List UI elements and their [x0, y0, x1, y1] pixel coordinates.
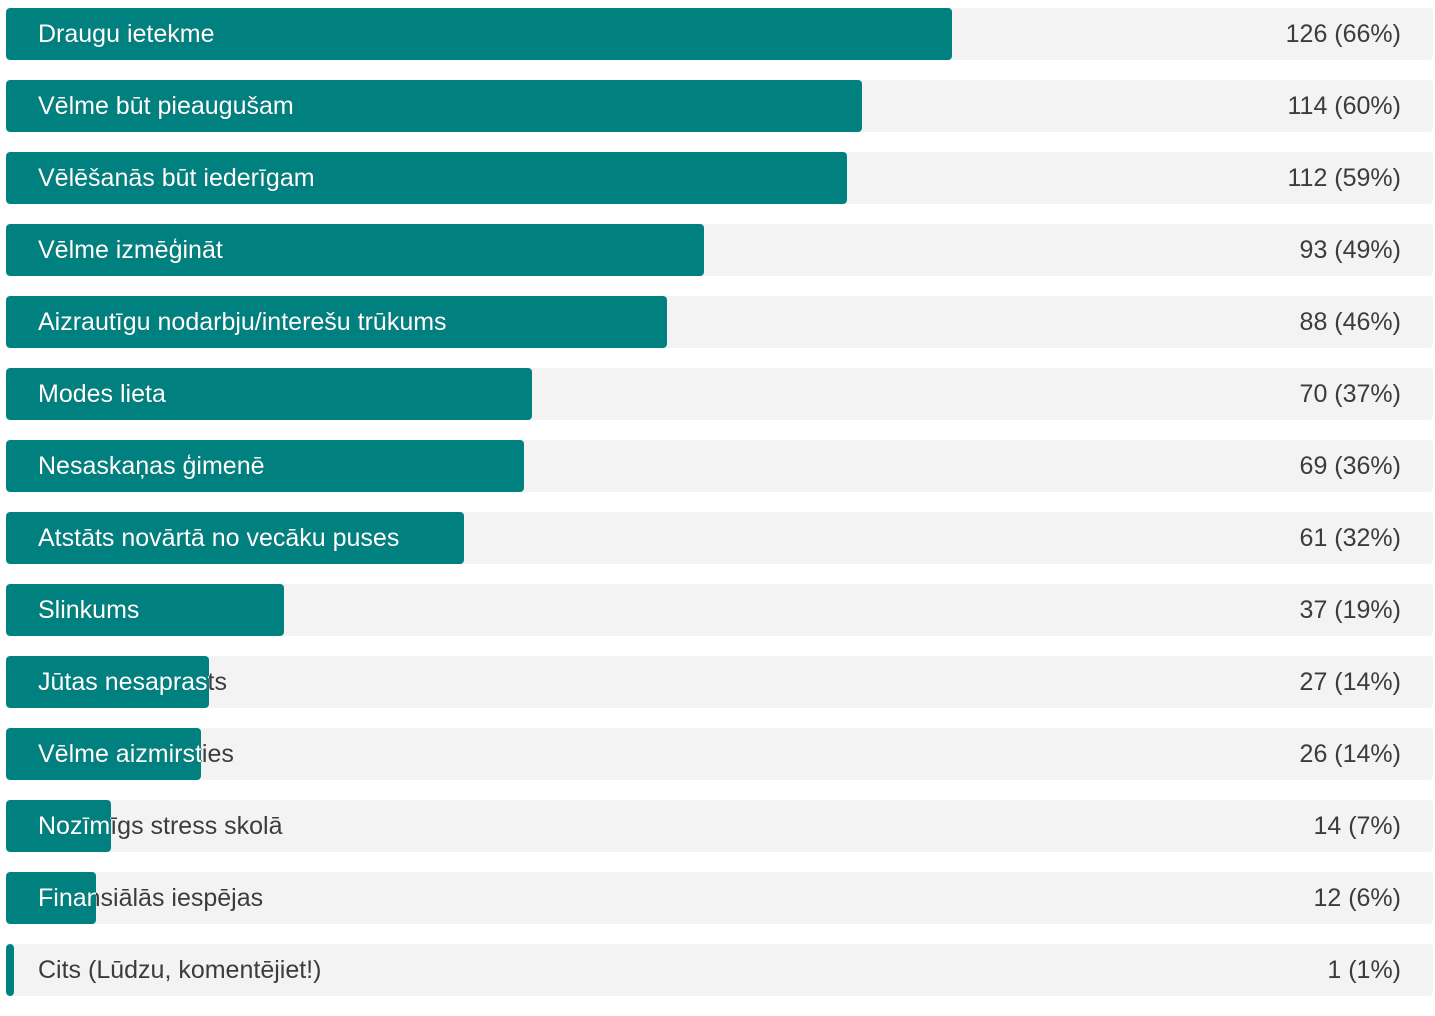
bar-row: Cits (Lūdzu, komentējiet!) Cits (Lūdzu, k…	[6, 944, 1433, 996]
bar-category-label: Vēlēšanās būt iederīgam	[38, 164, 315, 192]
bar-value-label: 88 (46%)	[1299, 308, 1401, 336]
bar-value-label: 112 (59%)	[1287, 164, 1402, 192]
bar-label-clip: Nesaskaņas ģimenē	[6, 440, 524, 492]
bar-label-clip: Vēlme izmēģināt	[6, 224, 704, 276]
bar	[6, 440, 524, 492]
bar-label-clip: Aizrautīgu nodarbju/interešu trūkums	[6, 296, 667, 348]
bar	[6, 584, 284, 636]
bar-category-label-on-bar: Jūtas nesaprasts	[38, 668, 209, 696]
bar-row: Slinkums Slinkums 37 (19%)	[6, 584, 1433, 636]
bar-value-label: 26 (14%)	[1299, 740, 1401, 768]
bar-category-label: Atstāts novārtā no vecāku puses	[38, 524, 400, 552]
bar-row: Vēlme būt pieaugušam Vēlme būt pieaugušam…	[6, 80, 1433, 132]
bar-label-clip: Finansiālās iespējas	[6, 872, 96, 924]
bar-label-clip: Vēlme būt pieaugušam	[6, 80, 862, 132]
bar-label-clip: Modes lieta	[6, 368, 532, 420]
bar-category-label-on-bar: Nesaskaņas ģimenē	[38, 452, 265, 480]
bar-value-label: 37 (19%)	[1299, 596, 1401, 624]
bar-category-label-on-bar: Vēlme būt pieaugušam	[38, 92, 294, 120]
bar	[6, 8, 952, 60]
bar-row: Aizrautīgu nodarbju/interešu trūkums Aizr…	[6, 296, 1433, 348]
bar-category-label-on-bar: Draugu ietekme	[38, 20, 215, 48]
bar-value-label: 12 (6%)	[1313, 884, 1401, 912]
bar-label-clip: Vēlme aizmirsties	[6, 728, 201, 780]
bar-category-label-on-bar: Finansiālās iespējas	[38, 884, 96, 912]
bar-value-label: 27 (14%)	[1299, 668, 1401, 696]
bar-value-label: 114 (60%)	[1287, 92, 1402, 120]
bar-row: Draugu ietekme Draugu ietekme 126 (66%)	[6, 8, 1433, 60]
bar-label-clip: Jūtas nesaprasts	[6, 656, 209, 708]
bar-row: Modes lieta Modes lieta 70 (37%)	[6, 368, 1433, 420]
bar-category-label-on-bar: Nozīmīgs stress skolā	[38, 812, 111, 840]
bar	[6, 152, 847, 204]
bar-row: Vēlēšanās būt iederīgam Vēlēšanās būt ied…	[6, 152, 1433, 204]
bar-value-label: 14 (7%)	[1313, 812, 1401, 840]
bar	[6, 512, 464, 564]
bar-category-label: Finansiālās iespējas	[38, 884, 264, 912]
bar-category-label: Slinkums	[38, 596, 140, 624]
bar	[6, 368, 532, 420]
bar-category-label: Jūtas nesaprasts	[38, 668, 227, 696]
bar-label-clip: Cits (Lūdzu, komentējiet!)	[6, 944, 14, 996]
bar-category-label: Vēlme izmēģināt	[38, 236, 223, 264]
bar	[6, 296, 667, 348]
bar-category-label-on-bar: Vēlme aizmirsties	[38, 740, 201, 768]
bar-value-label: 1 (1%)	[1327, 956, 1401, 984]
bar	[6, 944, 14, 996]
bar-label-clip: Slinkums	[6, 584, 284, 636]
bar-row: Vēlme izmēģināt Vēlme izmēģināt 93 (49%)	[6, 224, 1433, 276]
bar-label-clip: Nozīmīgs stress skolā	[6, 800, 111, 852]
bar-value-label: 61 (32%)	[1299, 524, 1401, 552]
bar-category-label: Nesaskaņas ģimenē	[38, 452, 265, 480]
bar-category-label: Draugu ietekme	[38, 20, 215, 48]
bar-value-label: 93 (49%)	[1299, 236, 1401, 264]
bar-category-label-on-bar: Vēlme izmēģināt	[38, 236, 223, 264]
bar-category-label: Nozīmīgs stress skolā	[38, 812, 283, 840]
bar-row: Nozīmīgs stress skolāNozīmīgs stress sko…	[6, 800, 1433, 852]
bar-category-label-on-bar: Atstāts novārtā no vecāku puses	[38, 524, 400, 552]
bar	[6, 872, 96, 924]
bar-category-label-on-bar: Modes lieta	[38, 380, 166, 408]
bar-row: Finansiālās iespējasFinansiālās iespējas…	[6, 872, 1433, 924]
bar-category-label: Modes lieta	[38, 380, 166, 408]
bar	[6, 800, 111, 852]
bar-category-label: Vēlme būt pieaugušam	[38, 92, 294, 120]
bar-category-label: Vēlme aizmirsties	[38, 740, 234, 768]
bar-category-label-on-bar: Slinkums	[38, 596, 140, 624]
bar-category-label: Aizrautīgu nodarbju/interešu trūkums	[38, 308, 447, 336]
bar	[6, 80, 862, 132]
bar-value-label: 69 (36%)	[1299, 452, 1401, 480]
bar-category-label: Cits (Lūdzu, komentējiet!)	[38, 956, 322, 984]
bar-value-label: 126 (66%)	[1285, 20, 1401, 48]
bar-category-label-on-bar: Aizrautīgu nodarbju/interešu trūkums	[38, 308, 447, 336]
bar-chart: Draugu ietekme Draugu ietekme 126 (66%) Vēl…	[6, 8, 1433, 1016]
bar	[6, 656, 209, 708]
bar-row: Atstāts novārtā no vecāku puses Atstāts n…	[6, 512, 1433, 564]
bar	[6, 728, 201, 780]
bar-row: Jūtas nesaprasts Jūtas nesaprasts 27 (14%)	[6, 656, 1433, 708]
bar-value-label: 70 (37%)	[1299, 380, 1401, 408]
bar	[6, 224, 704, 276]
bar-label-clip: Draugu ietekme	[6, 8, 952, 60]
bar-label-clip: Vēlēšanās būt iederīgam	[6, 152, 847, 204]
bar-category-label-on-bar: Vēlēšanās būt iederīgam	[38, 164, 315, 192]
bar-row: Nesaskaņas ģimenē Nesaskaņas ģimenē 69 (36…	[6, 440, 1433, 492]
bar-label-clip: Atstāts novārtā no vecāku puses	[6, 512, 464, 564]
